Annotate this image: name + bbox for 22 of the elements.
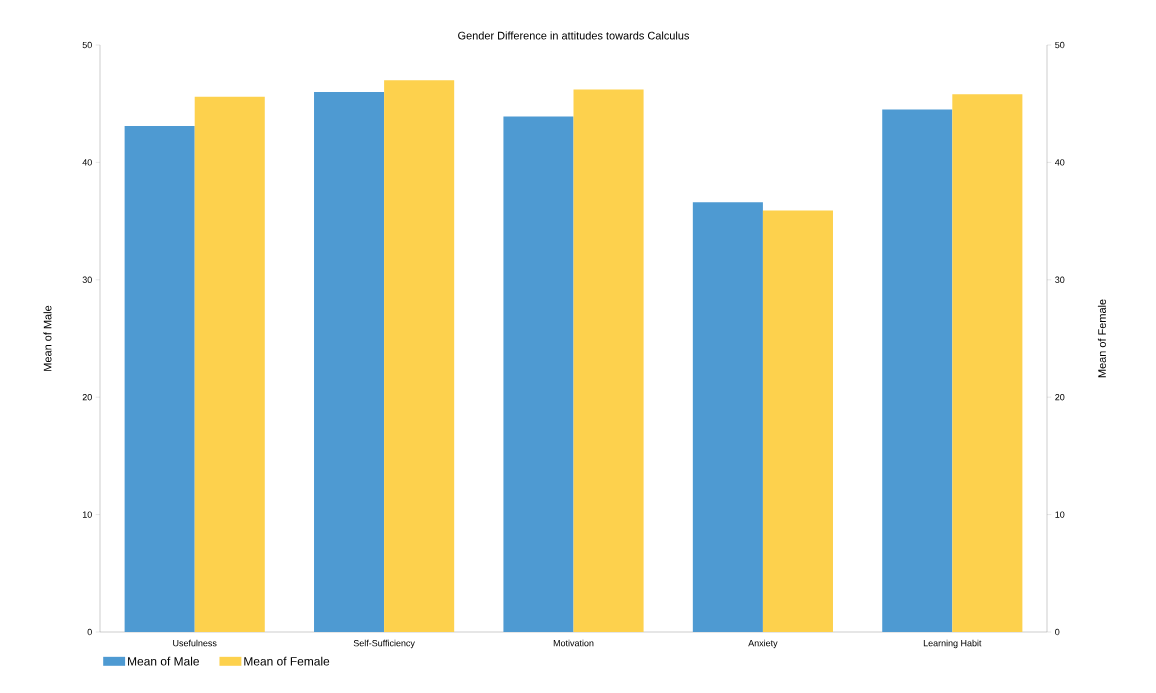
y2-tick-label: 10 <box>1055 511 1065 518</box>
y2-tick-label: 0 <box>1055 628 1060 636</box>
y2-tick-label: 50 <box>1055 41 1065 49</box>
x-tick-label: Learning Habit <box>923 639 982 649</box>
y-tick-label: 10 <box>82 511 92 518</box>
y2-tick-label: 20 <box>1055 394 1065 401</box>
x-tick-label: Self-Sufficiency <box>353 639 415 649</box>
chart-title: Gender Difference in attitudes towards Calculus <box>458 31 690 40</box>
x-tick-label: Usefulness <box>173 639 217 647</box>
y-tick-label: 30 <box>82 276 92 283</box>
y-tick-label: 0 <box>87 628 92 636</box>
y-axis-title: Mean of Male <box>43 305 52 371</box>
y2-tick-label: 30 <box>1055 276 1065 283</box>
y2-axis-title: Mean of Female <box>1097 299 1106 378</box>
y2-tick-label: 40 <box>1054 159 1065 166</box>
y-tick-label: 50 <box>82 41 92 49</box>
y-tick-label: 20 <box>82 394 92 401</box>
legend-label: Mean of Male <box>128 656 199 666</box>
legend-label: Mean of Female <box>244 656 330 666</box>
x-tick-label: Anxiety <box>748 639 778 649</box>
x-tick-label: Motivation <box>553 639 594 647</box>
y-tick-label: 40 <box>82 159 92 166</box>
